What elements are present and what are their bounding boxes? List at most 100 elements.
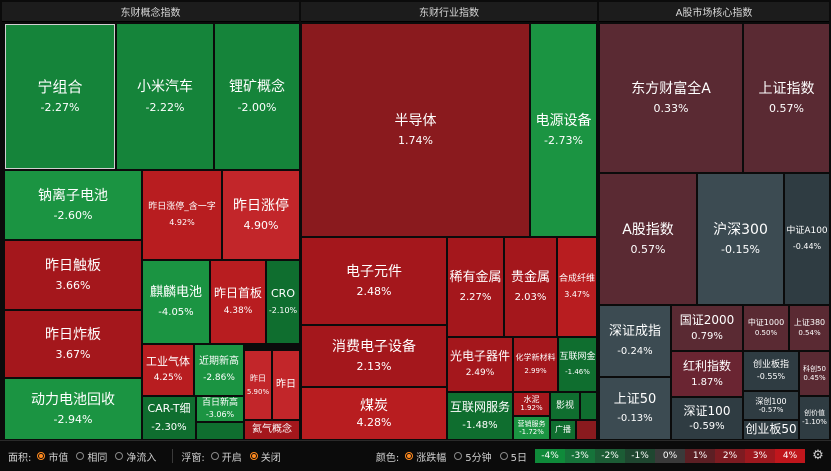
tile-change: 2.49% (465, 368, 495, 379)
tile-yesterday-burst-board[interactable]: 昨日炸板 3.67% (4, 310, 142, 378)
tile-chemical-new-materials[interactable]: 化学新材料 2.99% (513, 337, 558, 392)
tile-consumer-electronics[interactable]: 消费电子设备 2.13% (301, 325, 447, 387)
tile-name: 水泥 (523, 395, 540, 405)
tile-sse-50[interactable]: 上证50 -0.13% (599, 377, 671, 440)
tile-xiaomi-auto[interactable]: 小米汽车 -2.22% (116, 23, 214, 170)
panel-header-concept: 东财概念指数 (2, 2, 299, 22)
tile-sodium-battery[interactable]: 钠离子电池 -2.60% (4, 170, 142, 240)
tile-recent-high[interactable]: 近期新高 -2.86% (194, 344, 244, 396)
tile-change: -1.72% (519, 427, 544, 436)
float-option-off[interactable]: 关闭 (249, 449, 281, 464)
tile-shanghai-composite[interactable]: 上证指数 0.57% (743, 23, 830, 173)
tile-chinext-50[interactable]: 创业板50 (743, 420, 799, 440)
tile-change: -0.24% (617, 345, 653, 357)
tile-yesterday-touch[interactable]: 昨日触板 3.66% (4, 240, 142, 310)
tile-optoelectronic-devices[interactable]: 光电子器件 2.49% (447, 337, 513, 392)
tile-helium-gas[interactable]: 氦气概念 (244, 420, 300, 440)
tile-name: 影视 (555, 400, 574, 411)
color-option-5min[interactable]: 5分钟 (454, 449, 492, 464)
tile-cro[interactable]: CRO -2.10% (266, 260, 300, 344)
option-label: 关闭 (260, 452, 281, 464)
tile-change: -2.60% (53, 209, 93, 222)
tile-guozheng-2000[interactable]: 国证2000 0.79% (671, 305, 743, 351)
tile-szse-100[interactable]: 深证100 -0.59% (671, 397, 743, 440)
color-option-5day[interactable]: 5日 (499, 449, 527, 464)
tile-yesterday-b[interactable]: 昨日 (272, 350, 300, 420)
option-label: 5分钟 (465, 452, 492, 464)
tile-change: -2.86% (203, 372, 235, 383)
tile-hundred-day-high[interactable]: 百日新高 -3.06% (196, 396, 244, 422)
tile-change: 4.28% (356, 416, 392, 429)
tile-industry-filler-a (580, 392, 597, 420)
tile-concept-filler (196, 422, 244, 440)
tile-name: 创价值 (804, 409, 825, 418)
tile-internet-services[interactable]: 互联网服务 -1.48% (447, 392, 513, 440)
tile-ning-combo[interactable]: 宁组合 -2.27% (4, 23, 116, 170)
tile-yesterday-limit-up-incl[interactable]: 昨日涨停_含一字 4.92% (142, 170, 222, 260)
tile-name: 昨日涨停 (233, 197, 289, 214)
tile-marketing-services[interactable]: 营销服务 -1.72% (513, 416, 550, 440)
tile-name: 上证380 (793, 318, 826, 328)
tile-star-50[interactable]: 科创50 0.45% (799, 351, 830, 396)
tile-name: 小米汽车 (137, 79, 193, 96)
tile-yesterday-first-board[interactable]: 昨日首板 4.38% (210, 260, 266, 344)
tile-internet-finance[interactable]: 互联网金 -1.46% (558, 337, 597, 392)
legend-swatch: -3% (565, 449, 595, 463)
tile-power-battery-recycle[interactable]: 动力电池回收 -2.94% (4, 378, 142, 440)
tile-change: 0.79% (691, 330, 723, 342)
tile-cement[interactable]: 水泥 1.92% (513, 392, 550, 416)
tile-change: 3.67% (55, 348, 91, 361)
float-option-on[interactable]: 开启 (210, 449, 242, 464)
tile-name: 昨日炸板 (45, 326, 101, 343)
tile-kirin-battery[interactable]: 麒麟电池 -4.05% (142, 260, 210, 344)
tile-industrial-gas[interactable]: 工业气体 4.25% (142, 344, 194, 396)
tile-sse-380[interactable]: 上证380 0.54% (789, 305, 830, 351)
tile-dividend-index[interactable]: 红利指数 1.87% (671, 351, 743, 397)
tile-car-t[interactable]: CAR-T细 -2.30% (142, 396, 196, 440)
tile-coal[interactable]: 煤炭 4.28% (301, 387, 447, 440)
tile-name: CAR-T细 (147, 402, 191, 416)
tile-rare-metals[interactable]: 稀有金属 2.27% (447, 237, 504, 337)
tile-film-tv[interactable]: 影视 (550, 392, 580, 420)
tile-name: 上证指数 (758, 80, 815, 97)
tile-change: 0.54% (798, 329, 821, 338)
tile-name: 光电子器件 (449, 348, 510, 363)
tile-szse-component[interactable]: 深证成指 -0.24% (599, 305, 671, 377)
tile-synthetic-fiber[interactable]: 合成纤维 3.47% (557, 237, 597, 337)
tile-change: 0.50% (754, 329, 778, 338)
color-option-change[interactable]: 涨跌幅 (405, 449, 446, 464)
tile-change: -3.06% (205, 409, 235, 419)
tile-change: -2.73% (544, 134, 583, 147)
tile-csi-a100[interactable]: 中证A100 -0.44% (784, 173, 830, 305)
gear-icon[interactable]: ⚙ (812, 448, 824, 463)
tile-name: 稀有金属 (449, 270, 502, 286)
tile-lithium-mine[interactable]: 锂矿概念 -2.00% (214, 23, 300, 170)
tile-yesterday-limit-up[interactable]: 昨日涨停 4.90% (222, 170, 300, 260)
tile-name: 中证1000 (747, 318, 785, 328)
tile-csi-300[interactable]: 沪深300 -0.15% (697, 173, 784, 305)
tile-chinext-value[interactable]: 创价值 -1.10% (799, 396, 830, 440)
tile-name: 创业板指 (752, 359, 789, 370)
tile-szse-innovation-100[interactable]: 深创100 -0.57% (743, 391, 799, 420)
area-option-equal[interactable]: 相同 (76, 449, 107, 464)
tile-semiconductor[interactable]: 半导体 1.74% (301, 23, 530, 237)
tile-yesterday-a[interactable]: 昨日 5.90% (244, 350, 272, 420)
tile-power-equipment[interactable]: 电源设备 -2.73% (530, 23, 597, 237)
tile-name: 创业板50 (745, 422, 797, 437)
area-option-net-inflow[interactable]: 净流入 (115, 449, 156, 464)
area-option-market-cap[interactable]: 市值 (37, 449, 68, 464)
area-mode-group: 面积: 市值 相同 净流入 (8, 449, 164, 464)
tile-broadcasting[interactable]: 广播 (550, 420, 576, 440)
tile-a-share-index[interactable]: A股指数 0.57% (599, 173, 697, 305)
tile-electronic-components[interactable]: 电子元件 2.48% (301, 237, 447, 325)
tile-name: 动力电池回收 (31, 391, 115, 408)
tile-change: 3.66% (55, 279, 91, 292)
tile-change: -2.27% (40, 101, 80, 115)
tile-eastmoney-all-a[interactable]: 东方财富全A 0.33% (599, 23, 743, 173)
tile-change: -0.44% (792, 241, 822, 251)
tile-csi-1000[interactable]: 中证1000 0.50% (743, 305, 789, 351)
tile-change: 4.92% (169, 217, 195, 227)
tile-chinext-index[interactable]: 创业板指 -0.55% (743, 351, 799, 391)
tile-change: -1.10% (802, 418, 827, 427)
tile-precious-metals[interactable]: 贵金属 2.03% (504, 237, 557, 337)
